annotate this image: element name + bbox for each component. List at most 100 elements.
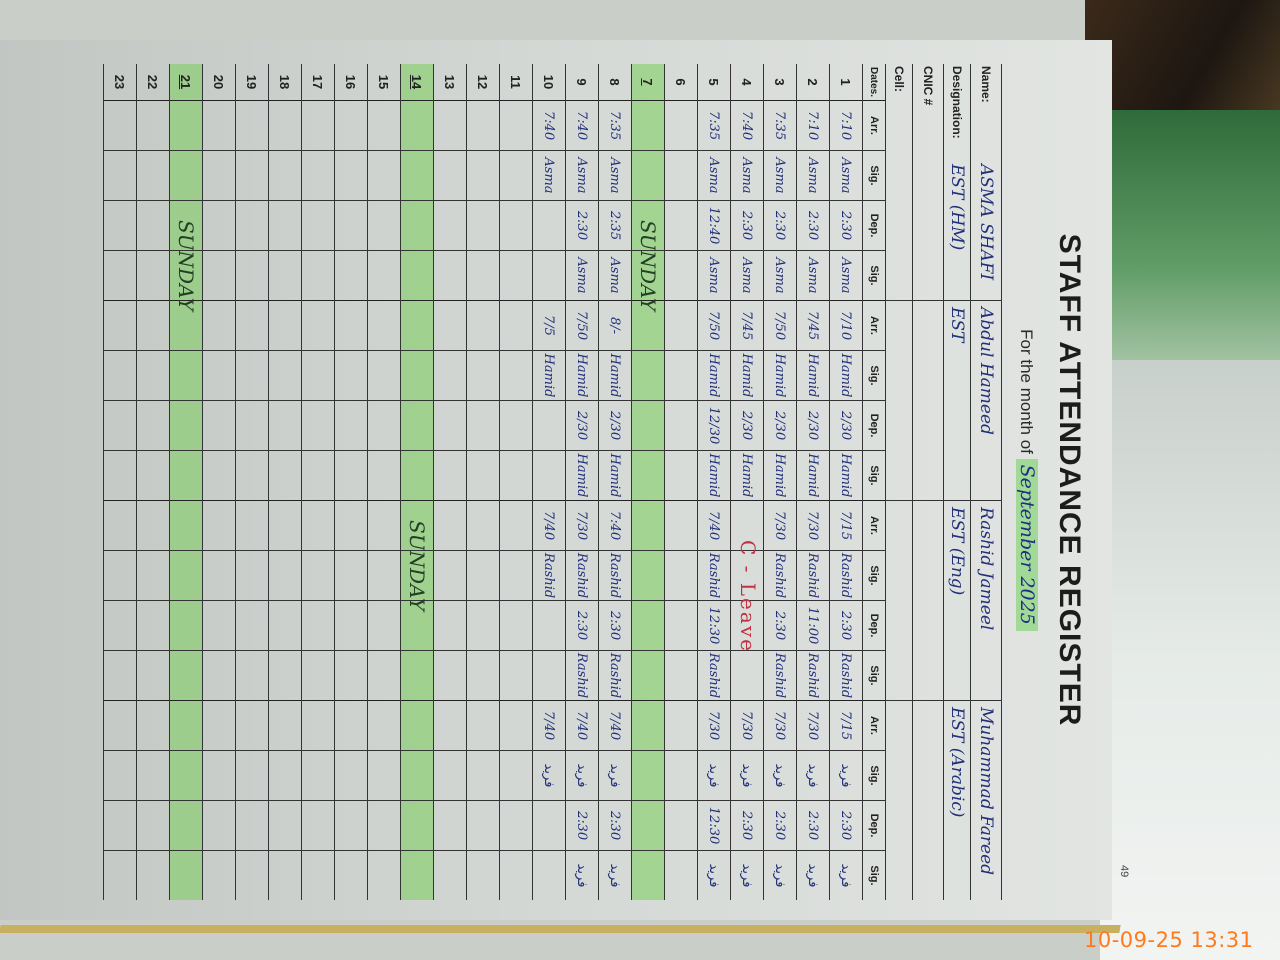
time-cell: 7/15	[830, 700, 862, 750]
time-cell: 12/30	[698, 400, 730, 450]
signature-cell	[137, 550, 169, 600]
signature-cell: Asma	[566, 250, 598, 300]
time-cell	[170, 400, 202, 450]
signature-cell: Hamid	[764, 350, 796, 400]
page-number: 49	[1118, 865, 1130, 878]
dates-header: Dates.	[868, 66, 880, 97]
signature-cell	[500, 450, 532, 500]
time-cell: 2/30	[599, 400, 631, 450]
time-cell	[500, 700, 532, 750]
time-cell	[269, 400, 301, 450]
date-number: 19	[244, 74, 260, 90]
time-cell	[500, 400, 532, 450]
staff-name-1: ASMA SHAFI	[976, 164, 996, 281]
signature-cell: فرید	[764, 750, 796, 800]
signature-cell	[335, 750, 367, 800]
time-cell: 11:00	[797, 600, 829, 650]
signature-cell: Asma	[764, 150, 796, 200]
signature-cell: Rashid	[830, 650, 862, 700]
time-cell	[665, 800, 697, 850]
signature-cell	[269, 150, 301, 200]
signature-cell	[401, 750, 433, 800]
time-cell	[137, 800, 169, 850]
time-cell: 7/30	[797, 500, 829, 550]
date-number: 18	[277, 74, 293, 90]
time-cell: 2:30	[830, 800, 862, 850]
signature-cell: Hamid	[830, 450, 862, 500]
time-cell	[269, 500, 301, 550]
signature-cell: Hamid	[533, 350, 565, 400]
signature-cell	[203, 850, 235, 900]
column-header: Dep.	[863, 200, 885, 250]
time-cell	[236, 300, 268, 350]
time-cell: 7/40	[599, 700, 631, 750]
date-number: 14	[409, 74, 425, 90]
time-cell	[236, 600, 268, 650]
signature-cell	[368, 250, 400, 300]
signature-cell	[500, 150, 532, 200]
time-cell	[368, 700, 400, 750]
time-cell	[335, 200, 367, 250]
staff-name-2: Abdul Hameed	[971, 300, 1001, 500]
cell-2	[886, 300, 912, 500]
date-number: 22	[145, 74, 161, 90]
time-cell	[467, 600, 499, 650]
signature-cell	[236, 850, 268, 900]
signature-cell: فرید	[566, 750, 598, 800]
time-cell	[203, 300, 235, 350]
time-cell	[104, 800, 136, 850]
time-cell	[269, 600, 301, 650]
signature-cell	[665, 250, 697, 300]
staff-designation-1: EST (HM)	[947, 164, 967, 251]
signature-cell: Asma	[599, 150, 631, 200]
time-cell	[203, 800, 235, 850]
time-cell: 2/30	[797, 400, 829, 450]
date-row: 15	[367, 64, 400, 900]
time-cell	[500, 500, 532, 550]
date-row: 6	[664, 64, 697, 900]
signature-cell	[335, 550, 367, 600]
time-cell	[269, 100, 301, 150]
column-header: Sig.	[863, 750, 885, 800]
time-cell	[632, 100, 664, 150]
time-cell	[368, 100, 400, 150]
signature-cell	[731, 650, 763, 700]
time-cell	[401, 300, 433, 350]
signature-cell	[302, 550, 334, 600]
signature-cell: Asma	[731, 150, 763, 200]
signature-cell: Hamid	[797, 450, 829, 500]
time-cell: 7/40	[533, 500, 565, 550]
date-number: 15	[376, 74, 392, 90]
signature-cell: فرید	[698, 850, 730, 900]
time-cell	[434, 800, 466, 850]
time-cell: 7:40	[731, 100, 763, 150]
time-cell	[467, 500, 499, 550]
time-cell	[170, 700, 202, 750]
date-row: 17	[301, 64, 334, 900]
time-cell	[104, 300, 136, 350]
time-cell	[368, 600, 400, 650]
signature-cell	[269, 650, 301, 700]
time-cell: 7/40	[698, 500, 730, 550]
signature-cell	[137, 750, 169, 800]
date-row: 1 7:10 Asma 2:30 Asma 7/10 Hamid 2/30 Hamid 7/15 R…	[829, 64, 862, 900]
time-cell: 7:10	[830, 100, 862, 150]
time-cell: 2:30	[566, 600, 598, 650]
signature-cell: فرید	[830, 850, 862, 900]
signature-cell	[434, 650, 466, 700]
signature-cell	[236, 250, 268, 300]
signature-cell	[302, 650, 334, 700]
signature-cell	[302, 450, 334, 500]
time-cell	[302, 600, 334, 650]
signature-cell	[170, 350, 202, 400]
column-header: Sig.	[863, 850, 885, 900]
date-number: 2	[805, 78, 821, 86]
time-cell	[335, 700, 367, 750]
time-cell: 7:35	[698, 100, 730, 150]
signature-cell	[467, 850, 499, 900]
time-cell: 7/50	[764, 300, 796, 350]
time-cell: 2/30	[830, 400, 862, 450]
signature-cell	[236, 650, 268, 700]
signature-cell: Asma	[830, 250, 862, 300]
signature-cell	[368, 150, 400, 200]
